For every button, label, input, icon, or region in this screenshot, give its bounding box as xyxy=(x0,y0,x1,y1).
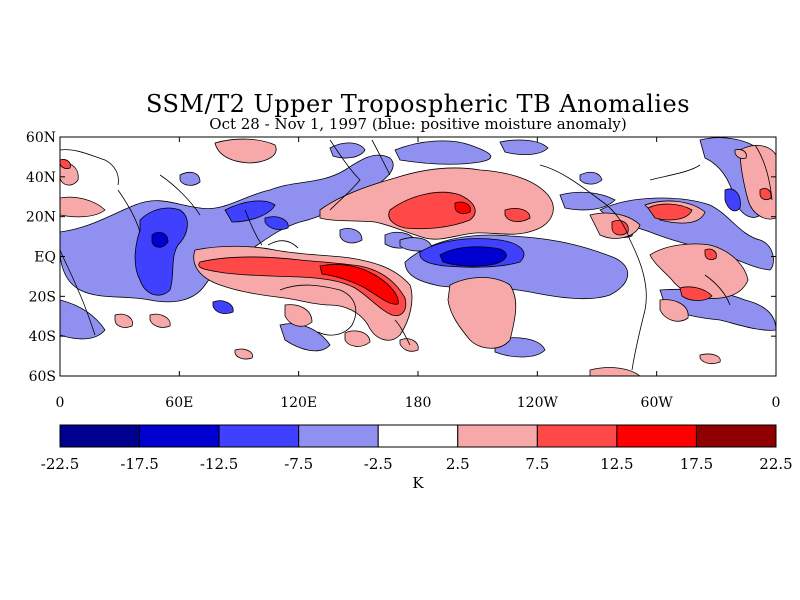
lon-tick-label: 60W xyxy=(641,395,674,411)
colorbar-tick-label: -22.5 xyxy=(41,455,79,473)
lon-tick-label: 60E xyxy=(165,395,193,411)
lon-tick-label: 180 xyxy=(405,395,432,411)
coastlines xyxy=(60,139,773,371)
colorbar-swatch xyxy=(616,424,697,448)
colorbar-swatch xyxy=(59,424,141,448)
colorbar-tick-label: -12.5 xyxy=(200,455,238,473)
lon-tick-label: 0 xyxy=(56,395,65,411)
lat-tick-label: 20N xyxy=(26,210,56,226)
lat-tick-label: 20S xyxy=(29,289,56,305)
colorbar-swatch xyxy=(457,424,538,448)
negative-anomaly-dark xyxy=(151,231,507,267)
colorbar-swatch xyxy=(139,424,220,448)
latitude-axis: 60N 40N 20N EQ 20S 40S 60S xyxy=(26,130,776,385)
lon-tick-label: 120W xyxy=(517,395,559,411)
colorbar-unit-label: K xyxy=(412,474,424,492)
positive-anomaly-dark xyxy=(319,201,471,305)
lat-tick-label: 60N xyxy=(26,130,56,146)
lat-tick-label: 40N xyxy=(26,170,56,186)
lon-tick-label: 0 xyxy=(772,395,781,411)
lat-tick-label: 60S xyxy=(29,369,56,385)
colorbar-tick-labels: -22.5 -17.5 -12.5 -7.5 -2.5 2.5 7.5 12.5 17.5 22.… xyxy=(41,455,793,473)
colorbar xyxy=(59,424,777,448)
colorbar-tick-label: 12.5 xyxy=(600,455,633,473)
lat-tick-label: 40S xyxy=(29,329,56,345)
colorbar-tick-label: -17.5 xyxy=(120,455,158,473)
colorbar-tick-label: -7.5 xyxy=(284,455,313,473)
longitude-axis: 0 60E 120E 180 120W 60W 0 xyxy=(56,137,781,411)
map-subtitle: Oct 28 - Nov 1, 1997 (blue: positive moi… xyxy=(209,115,627,133)
colorbar-swatch xyxy=(298,424,379,448)
colorbar-tick-label: -2.5 xyxy=(364,455,393,473)
lat-tick-label: EQ xyxy=(34,250,56,266)
anomaly-field xyxy=(60,137,776,376)
colorbar-tick-label: 17.5 xyxy=(680,455,713,473)
colorbar-tick-label: 2.5 xyxy=(446,455,470,473)
lon-tick-label: 120E xyxy=(280,395,317,411)
colorbar-tick-label: 7.5 xyxy=(525,455,549,473)
colorbar-swatch xyxy=(377,424,459,448)
colorbar-swatch xyxy=(218,424,300,448)
map-title: SSM/T2 Upper Tropospheric TB Anomalies xyxy=(145,90,691,118)
colorbar-tick-label: 22.5 xyxy=(759,455,792,473)
colorbar-swatch xyxy=(536,424,618,448)
colorbar-swatch xyxy=(695,424,777,448)
